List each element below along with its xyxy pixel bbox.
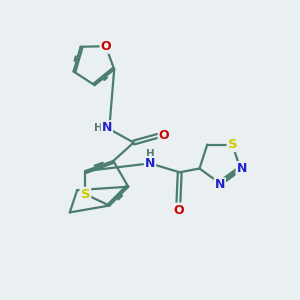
Text: O: O bbox=[159, 129, 169, 142]
Text: N: N bbox=[102, 121, 112, 134]
Text: N: N bbox=[236, 162, 247, 175]
Text: N: N bbox=[215, 178, 225, 191]
Text: S: S bbox=[80, 188, 90, 201]
Text: H: H bbox=[146, 149, 154, 159]
Text: S: S bbox=[228, 138, 237, 151]
Text: N: N bbox=[145, 157, 155, 170]
Text: O: O bbox=[173, 203, 184, 217]
Text: O: O bbox=[100, 40, 111, 53]
Text: H: H bbox=[94, 123, 103, 133]
